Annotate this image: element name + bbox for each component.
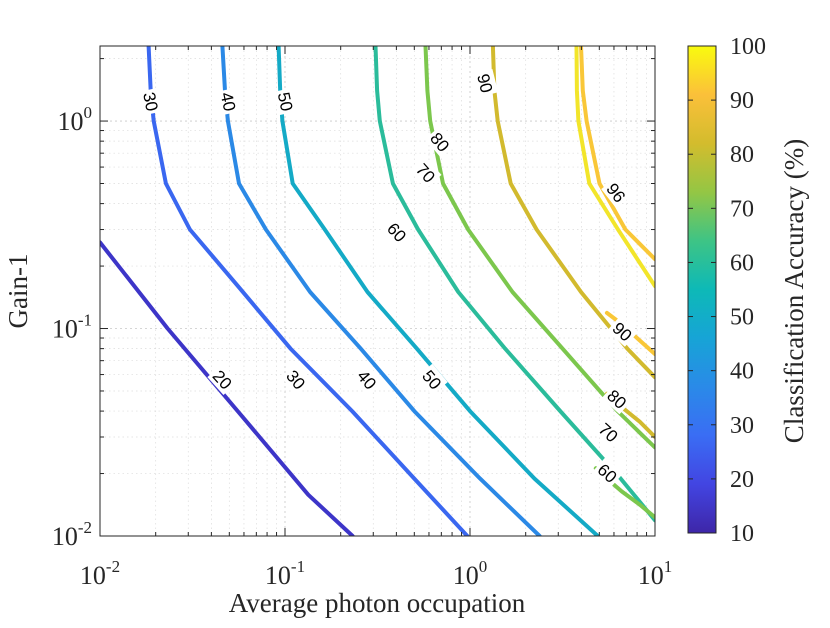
colorbar-tick-label: 60 xyxy=(730,250,754,276)
contour-label-bg xyxy=(607,315,639,347)
contour-label-bg xyxy=(601,176,632,208)
y-tick-base: 10 xyxy=(58,107,84,136)
colorbar-tick-label: 70 xyxy=(730,196,754,222)
x-tick-exponent: 1 xyxy=(664,557,673,576)
contour-label: 60 xyxy=(594,460,621,487)
colorbar-ticks: 10 20 30 40 50 60 70 80 90 100 xyxy=(688,34,766,547)
contour-label-bg xyxy=(472,68,499,98)
contour-label: 60 xyxy=(383,219,410,246)
y-tick-base: 10 xyxy=(52,315,78,344)
contour-label-group: 30 xyxy=(280,363,312,395)
x-tick-exponent: -2 xyxy=(106,557,120,576)
colorbar-tick-label: 30 xyxy=(730,413,754,439)
contour-line-70 xyxy=(423,46,655,450)
x-tick-labels: 10-2 10-1 100 101 xyxy=(80,557,672,590)
contour-line-60 xyxy=(373,46,655,523)
contour-label-bg xyxy=(592,457,624,489)
colorbar-tick-label: 80 xyxy=(730,142,754,168)
contour-label-bg xyxy=(601,383,633,415)
colorbar-tick-label: 90 xyxy=(730,88,754,114)
x-tick-label: 10-1 xyxy=(265,557,305,590)
x-tick-base: 10 xyxy=(453,561,479,590)
contour-label-group: 60 xyxy=(381,216,413,248)
y-axis-label: Gain-1 xyxy=(3,254,33,329)
contour-label: 70 xyxy=(595,420,622,447)
contour-label-group: 90 xyxy=(607,315,639,347)
contour-line-96 xyxy=(574,46,655,289)
contour-label: 70 xyxy=(412,160,439,187)
contour-label-bg xyxy=(381,216,413,248)
colorbar-tick-label: 50 xyxy=(730,305,754,331)
contour-label: 90 xyxy=(609,319,636,346)
x-tick-label: 101 xyxy=(638,557,673,590)
colorbar-label: Classification Accuracy (%) xyxy=(779,139,809,443)
contour-label-group: 40 xyxy=(216,87,242,116)
x-tick-exponent: -1 xyxy=(291,557,305,576)
contour-label: 40 xyxy=(217,90,240,112)
contour-line-90 xyxy=(579,46,655,262)
y-tick-label: 100 xyxy=(58,103,93,136)
colorbar-tick-label: 100 xyxy=(730,34,766,60)
x-tick-label: 10-2 xyxy=(80,557,120,590)
contour-label-bg xyxy=(351,363,383,395)
y-tick-label: 10-2 xyxy=(52,518,92,551)
contour-line-20 xyxy=(100,240,355,536)
contour-label-group: 30 xyxy=(139,87,164,116)
x-tick-exponent: 0 xyxy=(479,557,488,576)
y-tick-label: 10-1 xyxy=(52,311,92,344)
plot-frame xyxy=(99,45,656,537)
contour-label: 50 xyxy=(418,367,445,394)
contour-label-group: 20 xyxy=(207,363,239,395)
contour-label: 96 xyxy=(602,180,629,207)
contour-label-group: 50 xyxy=(273,87,299,116)
contour-label-bg xyxy=(207,363,239,395)
contour-label-bg xyxy=(139,87,164,116)
x-tick-base: 10 xyxy=(265,561,291,590)
y-tick-exponent: 0 xyxy=(84,103,93,122)
contour-label: 30 xyxy=(139,90,162,112)
contour-label-bg xyxy=(216,87,242,116)
contour-label-group: 50 xyxy=(416,363,448,395)
contour-label: 50 xyxy=(274,90,297,112)
x-axis-label: Average photon occupation xyxy=(229,588,526,618)
contour-label-group: 60 xyxy=(592,457,624,489)
colorbar-tick-label: 20 xyxy=(730,467,754,493)
contour-label: 20 xyxy=(209,367,236,394)
contour-label-bg xyxy=(410,157,442,189)
contour-label-bg xyxy=(424,126,456,158)
axis-ticks xyxy=(99,46,655,537)
grid xyxy=(99,46,655,537)
contour-label-group: 70 xyxy=(593,416,625,448)
x-tick-base: 10 xyxy=(638,561,664,590)
contour-line-50 xyxy=(276,46,600,536)
y-tick-exponent: -1 xyxy=(78,311,92,330)
colorbar-tick-label: 10 xyxy=(730,521,754,547)
y-tick-exponent: -2 xyxy=(78,518,92,537)
contour-label-bg xyxy=(416,363,448,395)
contour-label-bg xyxy=(273,87,299,116)
contour-label: 90 xyxy=(473,72,496,95)
contour-label-bg xyxy=(593,416,625,448)
contour-lines xyxy=(100,46,655,536)
contour-label: 30 xyxy=(282,367,309,394)
colorbar-tick-label: 40 xyxy=(730,359,754,385)
y-tick-base: 10 xyxy=(52,522,78,551)
colorbar xyxy=(687,45,717,534)
x-tick-base: 10 xyxy=(80,561,106,590)
contour-label: 80 xyxy=(426,129,453,156)
contour-label-group: 90 xyxy=(472,68,499,98)
x-tick-label: 100 xyxy=(453,557,488,590)
contour-label-bg xyxy=(280,363,312,395)
contour-label: 40 xyxy=(353,367,380,394)
